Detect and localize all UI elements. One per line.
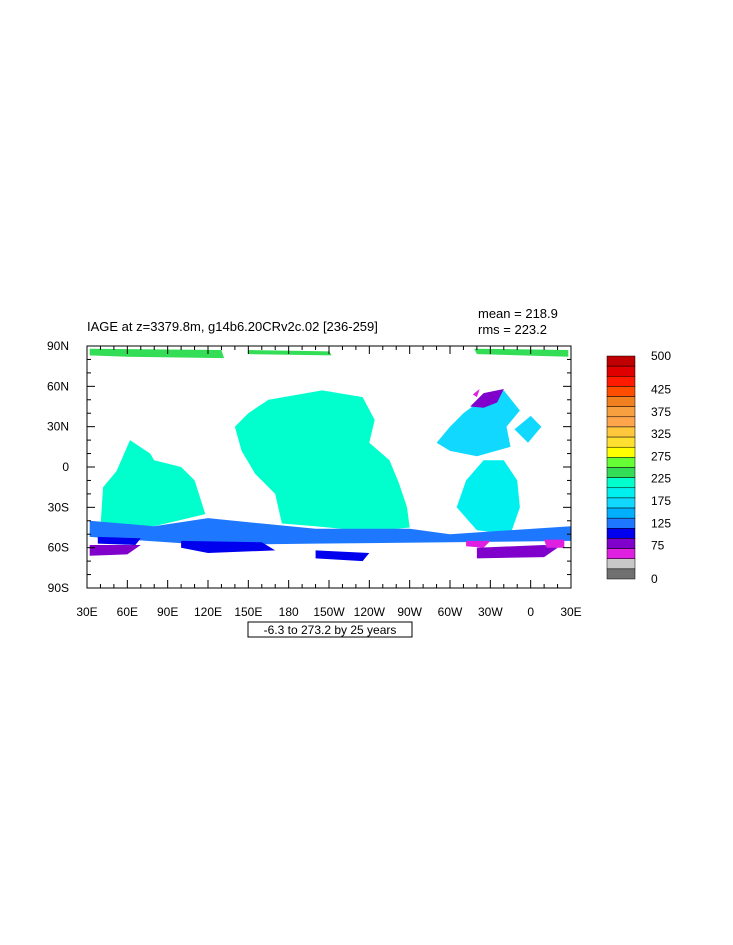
x-tick-label: 30W	[478, 605, 503, 619]
colorbar-swatch	[606, 446, 636, 458]
region-arctic	[474, 348, 569, 357]
colorbar-swatch	[606, 538, 636, 549]
region-arctic	[89, 348, 225, 359]
colorbar-swatch	[606, 355, 636, 367]
x-tick-label: 60E	[117, 605, 138, 619]
x-tick-label: 180	[279, 605, 299, 619]
colorbar-label: 225	[651, 472, 671, 486]
region-north-atlantic	[436, 390, 520, 457]
region-labrador-sea	[466, 540, 491, 548]
colorbar-swatch	[606, 497, 636, 509]
colorbar-swatch	[606, 416, 636, 428]
region-pacific	[234, 390, 410, 532]
y-tick-label: 30N	[47, 420, 69, 434]
x-tick-label: 30E	[76, 605, 97, 619]
mean-label: mean = 218.9	[478, 306, 558, 321]
y-tick-label: 60S	[48, 541, 69, 555]
colorbar-label: 425	[651, 382, 671, 396]
colorbar-swatch	[606, 548, 636, 559]
colorbar-swatch	[606, 517, 636, 529]
colorbar-swatch	[606, 457, 636, 468]
region-atlantic-south	[456, 460, 520, 535]
colorbar-swatch	[606, 477, 636, 489]
colorbar-label: 375	[651, 405, 671, 419]
x-tick-label: 150E	[234, 605, 262, 619]
colorbar-swatch	[606, 507, 636, 519]
colorbar-swatch	[606, 487, 636, 499]
colorbar-label: 275	[651, 449, 671, 463]
y-tick-label: 0	[62, 460, 69, 474]
colorbar-label: 500	[651, 349, 671, 363]
region-labrador-sea	[472, 389, 480, 398]
region-antarctic-shelf	[181, 540, 276, 553]
region-antarctic-shelf	[315, 550, 370, 562]
region-north-atlantic	[514, 415, 542, 443]
colorbar-swatch	[606, 436, 636, 448]
x-tick-label: 0	[527, 605, 534, 619]
region-antarctic-shelf	[97, 536, 141, 545]
region-weddell-sea	[89, 545, 141, 556]
colorbar-swatch	[606, 365, 636, 377]
colorbar-swatch	[606, 426, 636, 438]
colorbar-swatch	[606, 528, 636, 539]
y-tick-label: 90N	[47, 339, 69, 353]
colorbar-label: 75	[651, 539, 665, 553]
colorbar-label: 125	[651, 516, 671, 530]
colorbar-swatch	[606, 376, 636, 387]
contour-range-box	[247, 621, 413, 638]
x-tick-label: 90E	[157, 605, 178, 619]
x-axis: 30E 60E 90E 120E 150E 180 150W 120W 90W 60W 30W 0 30…	[76, 346, 582, 619]
colorbar: 500 425 375 325 275 225 175 125 75 0	[606, 349, 671, 586]
colorbar-swatch	[606, 568, 636, 580]
chart-title: IAGE at z=3379.8m, g14b6.20CRv2c.02 [236…	[87, 319, 378, 334]
colorbar-swatch	[606, 558, 636, 570]
contour-range-label: -6.3 to 273.2 by 25 years	[264, 623, 397, 637]
colorbar-label: 325	[651, 427, 671, 441]
y-axis: 90N 60N 30N 0 30S 60S 90S	[47, 339, 571, 595]
rms-label: rms = 223.2	[478, 322, 547, 337]
x-tick-label: 150W	[313, 605, 345, 619]
x-tick-label: 90W	[397, 605, 422, 619]
x-tick-label: 30E	[560, 605, 581, 619]
x-tick-label: 60W	[438, 605, 463, 619]
ocean-age-field	[89, 348, 571, 562]
region-weddell-sea	[470, 389, 504, 408]
y-tick-label: 30S	[48, 500, 69, 514]
colorbar-swatch	[606, 467, 636, 478]
y-tick-label: 60N	[47, 379, 69, 393]
colorbar-label: 0	[651, 572, 658, 586]
colorbar-swatch	[606, 396, 636, 407]
region-indian	[100, 440, 206, 528]
region-southern-ocean-upper	[89, 518, 571, 545]
x-tick-label: 120E	[194, 605, 222, 619]
region-weddell-sea	[476, 545, 558, 559]
colorbar-swatch	[606, 386, 636, 397]
region-labrador-sea	[544, 539, 565, 548]
y-tick-label: 90S	[48, 581, 69, 595]
x-tick-label: 120W	[354, 605, 386, 619]
colorbar-label: 175	[651, 494, 671, 508]
region-arctic	[248, 350, 332, 356]
colorbar-swatch	[606, 406, 636, 418]
